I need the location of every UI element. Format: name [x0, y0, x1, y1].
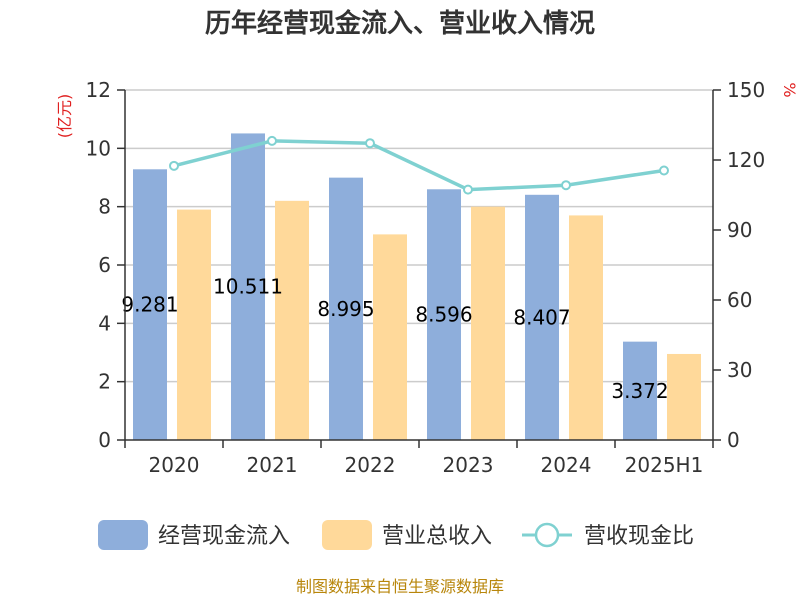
right-tick-label: 60 — [727, 288, 752, 312]
data-label-cash-inflow: 8.995 — [317, 297, 374, 321]
x-tick-label: 2024 — [541, 453, 592, 477]
legend-swatch-revenue — [322, 520, 372, 550]
left-tick-label: 4 — [98, 311, 111, 335]
left-axis-unit: (亿元) — [55, 94, 74, 139]
bar-revenue — [569, 215, 603, 440]
legend-marker-ratio — [534, 522, 560, 548]
left-tick-label: 2 — [98, 370, 111, 394]
bar-series — [133, 133, 701, 441]
right-tick-label: 120 — [727, 148, 765, 172]
bar-revenue — [275, 200, 309, 440]
right-axis-ticks: 0 30 60 90 120 150 — [713, 78, 765, 452]
data-label-cash-inflow: 8.596 — [415, 303, 472, 327]
ratio-point — [365, 138, 375, 149]
data-label-cash-inflow: 10.511 — [213, 275, 283, 299]
x-axis-ticks: 2020 2021 2022 2023 2024 2025H1 — [124, 440, 714, 477]
legend-swatch-cash-inflow — [98, 520, 148, 550]
ratio-point — [659, 165, 669, 176]
ratio-point — [267, 135, 277, 146]
line-series — [169, 135, 669, 195]
chart-title: 历年经营现金流入、营业收入情况 — [205, 8, 595, 39]
right-tick-label: 0 — [727, 428, 740, 452]
left-tick-label: 12 — [86, 78, 111, 102]
bar-revenue — [177, 209, 211, 440]
data-source-note: 制图数据来自恒生聚源数据库 — [296, 577, 504, 596]
bar-cash-inflow — [231, 133, 265, 440]
left-tick-label: 8 — [98, 195, 111, 219]
legend: 经营现金流入 营业总收入 营收现金比 — [98, 520, 694, 550]
x-tick-label: 2022 — [345, 453, 396, 477]
bar-cash-inflow — [427, 189, 461, 440]
legend-label-cash-inflow: 经营现金流入 — [158, 524, 290, 549]
data-labels: 9.281 10.511 8.995 8.596 8.407 3.372 — [121, 275, 668, 403]
x-tick-label: 2025H1 — [625, 453, 704, 477]
legend-label-revenue: 营业总收入 — [382, 524, 492, 549]
right-tick-label: 150 — [727, 78, 765, 102]
left-tick-label: 10 — [86, 136, 111, 160]
ratio-line — [173, 139, 665, 192]
bar-revenue — [373, 234, 407, 440]
left-tick-label: 0 — [98, 428, 111, 452]
bar-cash-inflow — [525, 194, 559, 440]
ratio-point — [561, 180, 571, 191]
legend-label-ratio: 营收现金比 — [584, 524, 694, 549]
ratio-point — [463, 184, 473, 195]
data-label-cash-inflow: 8.407 — [513, 305, 570, 329]
x-tick-label: 2020 — [149, 453, 200, 477]
data-label-cash-inflow: 9.281 — [121, 293, 178, 317]
bar-revenue — [667, 353, 701, 440]
left-tick-label: 6 — [98, 253, 111, 277]
bar-cash-inflow — [329, 177, 363, 441]
right-tick-label: 30 — [727, 358, 752, 382]
data-label-cash-inflow: 3.372 — [611, 379, 668, 403]
x-tick-label: 2023 — [443, 453, 494, 477]
left-axis-ticks: 0 2 4 6 8 10 12 — [86, 78, 125, 452]
bar-cash-inflow — [133, 169, 167, 440]
grid-lines — [125, 89, 713, 383]
right-tick-label: 90 — [727, 218, 752, 242]
bar-cash-inflow — [623, 341, 657, 440]
x-tick-label: 2021 — [247, 453, 298, 477]
bar-revenue — [471, 206, 505, 440]
right-axis-unit: % — [780, 82, 799, 97]
ratio-point — [169, 160, 179, 171]
